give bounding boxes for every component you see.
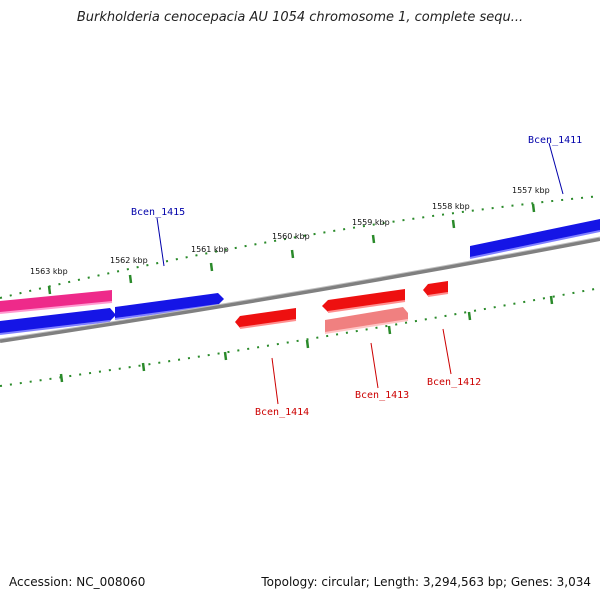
gene-bcen-1413-a[interactable] <box>322 289 405 312</box>
major-tick <box>128 274 133 284</box>
gene-label-bcen-1415[interactable]: Bcen_1415 <box>131 207 185 218</box>
kbp-label: 1562 kbp <box>110 256 148 265</box>
leader-line <box>271 357 279 405</box>
gene-highlight <box>469 230 600 259</box>
major-tick <box>451 219 456 229</box>
major-tick <box>141 362 146 372</box>
leader-line <box>548 142 564 195</box>
kbp-label: 1563 kbp <box>30 267 68 276</box>
kbp-label: 1561 kbp <box>191 245 229 254</box>
forward-genes <box>0 219 600 335</box>
major-tick <box>531 203 536 213</box>
leader-line <box>370 342 379 389</box>
leader-line <box>156 217 165 267</box>
gene-bcen-1414[interactable] <box>235 308 296 328</box>
gene-highlight <box>427 292 449 297</box>
inner-major-ticks <box>59 295 554 383</box>
backbone-highlight <box>0 236 600 340</box>
kbp-labels: 1557 kbp 1558 kbp 1559 kbp 1560 kbp 1561… <box>30 186 550 276</box>
topology-summary: Topology: circular; Length: 3,294,563 bp… <box>261 575 591 589</box>
feature-pink[interactable] <box>0 290 112 313</box>
gene-bcen-1412[interactable] <box>423 281 448 296</box>
leader-line <box>442 328 452 375</box>
gene-highlight <box>324 319 409 334</box>
major-tick <box>549 295 554 305</box>
accession-text: Accession: NC_008060 <box>9 575 146 589</box>
gene-forward-left[interactable] <box>0 308 116 334</box>
gene-highlight <box>239 319 297 329</box>
outer-major-ticks <box>47 203 536 295</box>
gene-bcen-1411[interactable] <box>470 219 600 258</box>
kbp-label: 1559 kbp <box>352 218 390 227</box>
major-tick <box>59 373 64 383</box>
gene-label-bcen-1413[interactable]: Bcen_1413 <box>355 390 409 401</box>
major-tick <box>305 339 310 349</box>
kbp-label: 1560 kbp <box>272 232 310 241</box>
major-tick <box>371 234 376 244</box>
map-title: Burkholderia cenocepacia AU 1054 chromos… <box>76 10 524 25</box>
gene-label-bcen-1414[interactable]: Bcen_1414 <box>255 407 309 418</box>
gene-label-bcen-1412[interactable]: Bcen_1412 <box>427 377 481 388</box>
gene-highlight <box>0 320 111 335</box>
chromosome-backbone <box>0 237 600 343</box>
leader-lines <box>156 142 564 405</box>
gene-highlight <box>327 300 406 313</box>
major-tick <box>467 311 472 321</box>
gene-bcen-1413-b[interactable] <box>325 307 408 333</box>
reverse-genes <box>235 281 449 334</box>
major-tick <box>209 262 214 272</box>
major-tick <box>290 249 295 259</box>
gene-highlight <box>0 301 113 314</box>
major-tick <box>387 325 392 335</box>
kbp-label: 1558 kbp <box>432 202 470 211</box>
major-tick <box>47 285 52 295</box>
gene-bcen-1415[interactable] <box>115 293 224 319</box>
kbp-label: 1557 kbp <box>512 186 550 195</box>
major-tick <box>223 351 228 361</box>
gene-label-bcen-1411[interactable]: Bcen_1411 <box>528 135 582 146</box>
